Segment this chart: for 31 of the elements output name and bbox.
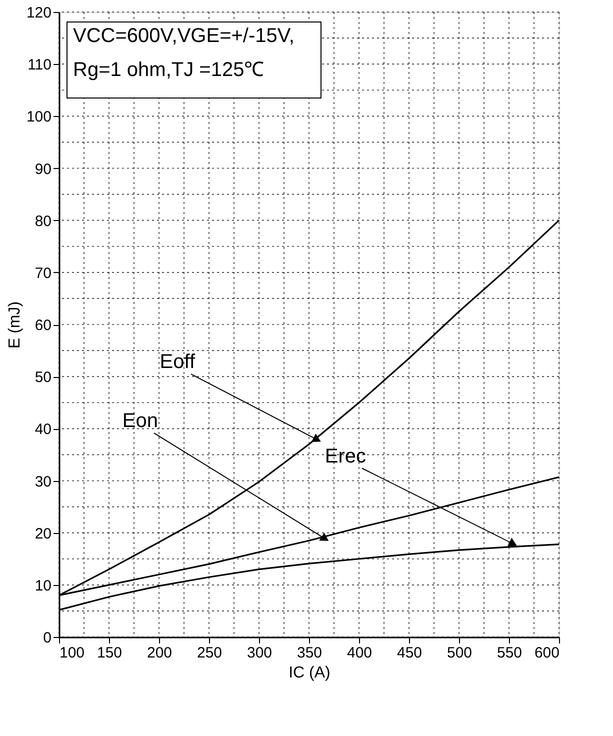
- y-tick-label: 10: [34, 577, 52, 594]
- annotation: VCC=600V,VGE=+/-15V,: [73, 25, 294, 47]
- annotation: Rg=1 ohm,TJ =125℃: [73, 59, 264, 81]
- x-tick-label: 600: [534, 644, 560, 662]
- y-tick-label: 20: [34, 525, 52, 542]
- x-tick-label: 550: [496, 644, 522, 662]
- x-tick-label: 350: [296, 644, 322, 662]
- y-tick-label: 40: [34, 421, 52, 438]
- y-axis-title: E (mJ): [6, 301, 24, 349]
- annotation: Eon: [122, 410, 158, 432]
- x-axis-title: IC (A): [288, 664, 330, 682]
- x-tick-label: 450: [396, 644, 422, 662]
- x-tick-label: 250: [196, 644, 222, 662]
- y-tick-label: 120: [26, 4, 52, 22]
- x-tick-label: 300: [246, 644, 272, 662]
- x-tick-label: 200: [146, 644, 172, 662]
- y-tick-label: 60: [34, 317, 52, 334]
- y-tick-label: 110: [28, 56, 52, 74]
- x-tick-label: 150: [96, 644, 122, 662]
- y-tick-label: 50: [34, 369, 52, 386]
- x-tick-label: 100: [60, 644, 85, 662]
- y-tick-label: 70: [34, 264, 52, 282]
- y-tick-label: 0: [43, 630, 52, 646]
- y-tick-label: 90: [34, 160, 52, 178]
- y-tick-label: 80: [34, 212, 52, 230]
- y-tick-label: 30: [34, 473, 52, 490]
- x-tick-label: 400: [346, 644, 372, 662]
- x-tick-label: 500: [446, 644, 472, 662]
- annotation: Eoff: [160, 351, 196, 374]
- annotation: Erec: [324, 445, 366, 468]
- y-tick-label: 100: [26, 108, 52, 126]
